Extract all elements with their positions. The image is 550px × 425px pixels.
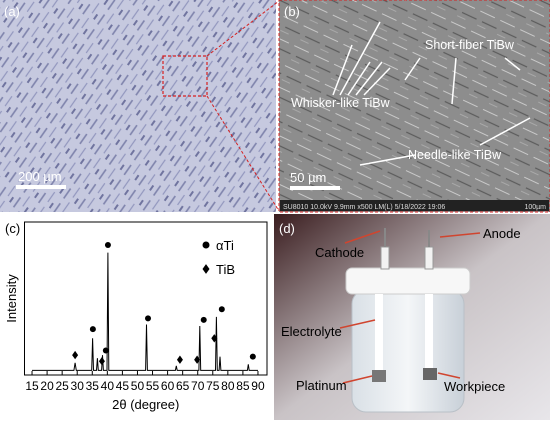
zoom-line [206, 0, 280, 57]
marker [72, 350, 79, 360]
annotation: Needle-like TiBw [408, 148, 502, 162]
annotation: Cathode [315, 245, 364, 260]
marker [249, 353, 256, 360]
info-bar [280, 200, 549, 211]
panel-label: (c) [5, 221, 20, 236]
x-tick-label: 85 [236, 379, 250, 393]
scale-bar [290, 186, 340, 190]
panel-label: (b) [284, 4, 300, 19]
micrograph-b [279, 0, 550, 212]
annotation: Workpiece [444, 379, 505, 394]
panel-label: (d) [279, 221, 295, 236]
x-tick-label: 40 [101, 379, 115, 393]
marker [104, 241, 111, 248]
scale-bar-label: 50 µm [290, 170, 326, 185]
x-tick-label: 75 [206, 379, 220, 393]
y-axis-label: Intensity [4, 274, 19, 323]
x-tick-label: 90 [251, 379, 265, 393]
scale-bar [16, 185, 66, 189]
cathode-post [380, 246, 390, 270]
zoom-frame [278, 0, 550, 213]
x-tick-label: 50 [131, 379, 145, 393]
micrograph-a [0, 0, 276, 212]
xrd-chart: 15 20 25 30 35 40 45 50 55 60 65 70 75 80 85 90 2θ (degr… [4, 221, 268, 412]
marker [211, 334, 218, 343]
marker [200, 316, 207, 323]
x-tick-label: 30 [71, 379, 85, 393]
marker [218, 306, 225, 313]
panel-label: (a) [4, 4, 20, 19]
info-text: SU8010 10.0kV 9.9mm x500 LM(L) 5/18/2022… [283, 204, 445, 211]
x-tick-label: 20 [40, 379, 54, 393]
x-tick-label: 25 [55, 379, 69, 393]
x-tick-label: 55 [146, 379, 160, 393]
marker [202, 241, 210, 249]
x-tick-label: 70 [191, 379, 205, 393]
x-tick-label: 45 [116, 379, 130, 393]
scale-bar-label: 200 µm [18, 169, 62, 184]
marker [102, 347, 109, 354]
platinum [372, 370, 386, 382]
annotation: Electrolyte [281, 324, 342, 339]
zoom-box [162, 55, 208, 97]
electrode-holder [425, 294, 433, 374]
arrows [332, 21, 531, 166]
annotation: Short-fiber TiBw [425, 38, 515, 52]
xrd-line [32, 252, 258, 371]
marker [194, 355, 201, 364]
wires [384, 228, 430, 247]
x-tick-label: 15 [25, 379, 39, 393]
marker [98, 357, 105, 366]
x-axis-label: 2θ (degree) [112, 397, 179, 412]
x-tick-label: 35 [86, 379, 100, 393]
info-scale: 100µm [524, 204, 546, 211]
lid [345, 267, 471, 295]
x-tick-label: 65 [176, 379, 190, 393]
annotation: Whisker-like TiBw [291, 96, 391, 110]
micrograph-haze [0, 0, 276, 212]
anode-post [424, 246, 434, 270]
x-tick-label: 60 [161, 379, 175, 393]
marker [145, 315, 152, 322]
marker [176, 355, 183, 364]
plot-frame [24, 221, 268, 376]
marker [89, 326, 96, 333]
legend-label: TiB [216, 262, 235, 277]
x-tick-label: 80 [221, 379, 235, 393]
annotation: Platinum [296, 378, 347, 393]
annotation: Anode [483, 226, 521, 241]
legend-label: αTi [216, 238, 234, 253]
zoom-line [206, 95, 280, 212]
workpiece [423, 368, 437, 380]
marker [202, 264, 210, 274]
electrode-holder [375, 294, 383, 374]
pointer-arrows [339, 230, 481, 384]
